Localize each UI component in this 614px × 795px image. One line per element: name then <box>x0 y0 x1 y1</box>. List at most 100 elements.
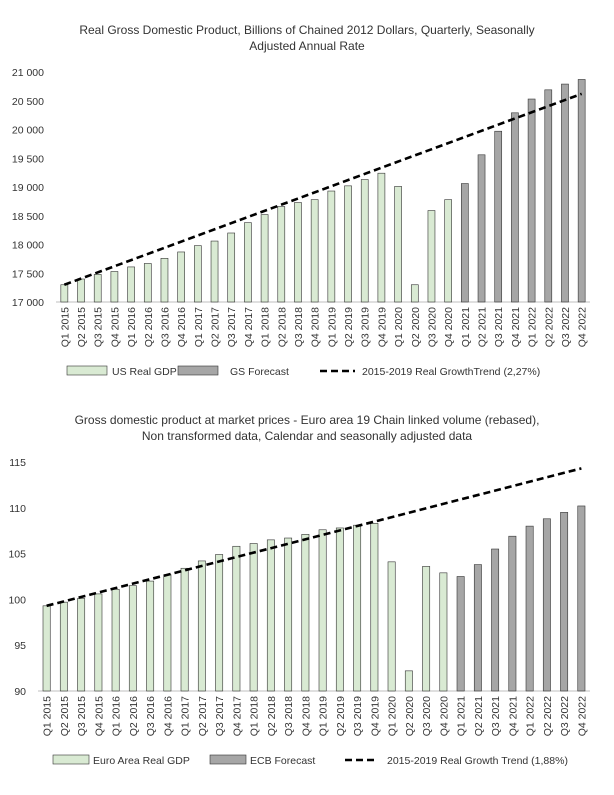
x-tick-label: Q1 2017 <box>180 696 192 736</box>
x-tick-label: Q4 2018 <box>310 307 322 347</box>
bar-euro-area-real-gdp <box>335 527 344 692</box>
legend-label: GS Forecast <box>230 366 289 378</box>
x-tick-label: Q3 2017 <box>226 307 238 347</box>
bar-ecb-forecast <box>456 576 465 692</box>
bar-euro-area-real-gdp <box>163 574 172 692</box>
bar-us-real-gdp <box>177 251 185 303</box>
x-tick-label: Q4 2017 <box>231 696 243 736</box>
bar-ecb-forecast <box>508 535 517 692</box>
x-tick-label: Q2 2016 <box>128 696 140 736</box>
x-tick-label: Q1 2018 <box>260 307 272 347</box>
bar-us-real-gdp <box>294 202 302 303</box>
x-tick-label: Q4 2016 <box>162 696 174 736</box>
trend-line <box>63 92 583 286</box>
bar-euro-area-real-gdp <box>422 566 431 692</box>
bar-euro-area-real-gdp <box>128 585 137 692</box>
y-tick-label: 100 <box>8 594 26 606</box>
x-tick-label: Q3 2019 <box>360 307 372 347</box>
bar-euro-area-real-gdp <box>59 601 68 692</box>
x-tick-label: Q2 2018 <box>276 307 288 347</box>
x-tick-label: Q2 2017 <box>197 696 209 736</box>
y-tick-label: 21 000 <box>12 67 44 79</box>
legend-swatch <box>177 365 219 376</box>
euro-gdp-chart: Gross domestic product at market prices … <box>0 395 614 790</box>
x-tick-label: Q3 2022 <box>559 696 571 736</box>
us-gdp-chart-svg: Real Gross Domestic Product, Billions of… <box>12 23 590 378</box>
x-tick-label: Q1 2017 <box>193 307 205 347</box>
legend-label: 2015-2019 Real Growth Trend (1,88%) <box>387 755 568 767</box>
bar-euro-area-real-gdp <box>266 539 275 692</box>
bar-us-real-gdp <box>210 240 219 303</box>
x-tick-label: Q3 2021 <box>490 696 502 736</box>
bar-euro-area-real-gdp <box>249 543 258 692</box>
bar-us-real-gdp <box>277 206 286 303</box>
x-tick-label: Q2 2020 <box>410 307 422 347</box>
bar-ecb-forecast <box>577 505 586 692</box>
x-tick-label: Q4 2020 <box>438 696 450 736</box>
x-tick-label: Q2 2021 <box>473 696 485 736</box>
y-tick-label: 17 500 <box>12 268 44 280</box>
x-tick-label: Q3 2016 <box>159 307 171 347</box>
bar-us-real-gdp <box>260 214 269 303</box>
legend-label: 2015-2019 Real GrowthTrend (2,27%) <box>362 366 540 378</box>
bar-euro-area-real-gdp <box>370 523 379 692</box>
bar-euro-area-real-gdp <box>232 545 241 692</box>
bar-euro-area-real-gdp <box>42 605 51 692</box>
x-tick-label: Q1 2016 <box>126 307 138 347</box>
bar-us-real-gdp <box>143 263 152 303</box>
legend-label: US Real GDP <box>112 366 177 378</box>
bar-us-real-gdp <box>327 190 336 303</box>
legend-item: ECB Forecast <box>209 754 315 767</box>
bar-gs-forecast <box>561 83 569 303</box>
y-tick-label: 17 000 <box>12 297 44 309</box>
y-tick-label: 19 500 <box>12 153 44 165</box>
bar-us-real-gdp <box>77 278 85 303</box>
bar-euro-area-real-gdp <box>77 598 86 692</box>
bar-us-real-gdp <box>244 222 252 303</box>
x-tick-label: Q2 2015 <box>76 307 88 347</box>
bar-us-real-gdp <box>127 266 135 303</box>
x-tick-label: Q3 2016 <box>145 696 157 736</box>
x-tick-label: Q2 2015 <box>59 696 71 736</box>
x-tick-label: Q4 2022 <box>577 307 589 347</box>
x-tick-label: Q4 2021 <box>510 307 522 347</box>
x-tick-label: Q1 2015 <box>59 307 71 347</box>
x-tick-label: Q3 2018 <box>283 696 295 736</box>
y-tick-label: 115 <box>9 457 26 469</box>
x-tick-label: Q2 2019 <box>335 696 347 736</box>
bar-euro-area-real-gdp <box>215 554 224 692</box>
bar-gs-forecast <box>527 98 536 303</box>
bar-us-real-gdp <box>110 271 119 303</box>
x-tick-label: Q1 2020 <box>387 696 399 736</box>
x-tick-label: Q1 2021 <box>456 696 468 736</box>
y-tick-label: 20 000 <box>12 125 44 137</box>
y-tick-label: 19 000 <box>12 182 44 194</box>
x-tick-label: Q3 2015 <box>76 696 88 736</box>
chart-body: Gross domestic product at market prices … <box>8 413 590 767</box>
bar-euro-area-real-gdp <box>353 524 362 692</box>
bar-euro-area-real-gdp <box>284 537 293 692</box>
x-tick-label: Q1 2015 <box>42 696 54 736</box>
y-tick-label: 18 000 <box>12 240 44 252</box>
x-tick-label: Q3 2015 <box>93 307 105 347</box>
bar-ecb-forecast <box>473 564 482 692</box>
x-tick-label: Q2 2022 <box>543 307 555 347</box>
x-tick-label: Q4 2019 <box>369 696 381 736</box>
bar-ecb-forecast <box>525 525 534 692</box>
us-gdp-chart: Real Gross Domestic Product, Billions of… <box>0 0 614 395</box>
x-tick-label: Q2 2022 <box>542 696 554 736</box>
x-tick-label: Q3 2018 <box>293 307 305 347</box>
bar-us-real-gdp <box>93 274 102 303</box>
bar-euro-area-real-gdp <box>301 534 310 692</box>
x-tick-label: Q3 2022 <box>560 307 572 347</box>
bar-us-real-gdp <box>344 185 352 303</box>
bar-gs-forecast <box>461 183 469 303</box>
x-tick-label: Q1 2016 <box>111 696 123 736</box>
x-tick-label: Q2 2019 <box>343 307 355 347</box>
bar-us-real-gdp <box>394 186 402 303</box>
x-tick-label: Q4 2016 <box>176 307 188 347</box>
legend-item: GS Forecast <box>177 365 289 378</box>
bar-us-real-gdp <box>160 257 169 303</box>
bar-gs-forecast <box>511 112 519 303</box>
x-tick-label: Q4 2020 <box>443 307 455 347</box>
